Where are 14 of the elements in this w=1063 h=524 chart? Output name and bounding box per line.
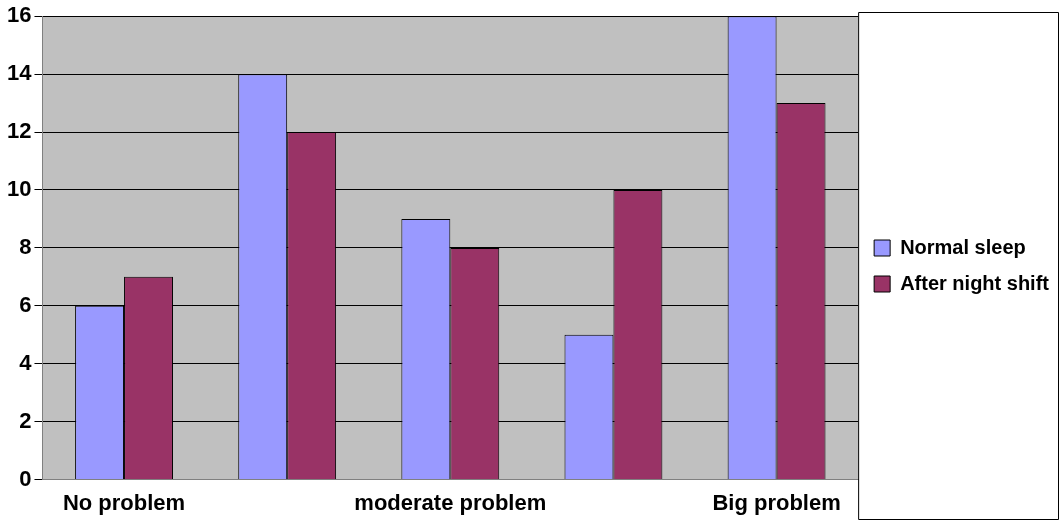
y-tick-label: 0: [19, 465, 32, 491]
y-tick-label: 4: [19, 349, 33, 375]
x-tick-label: Big problem: [712, 489, 841, 515]
y-tick-label: 14: [6, 60, 33, 86]
y-tick-label: 8: [19, 233, 32, 259]
y-tick-label: 16: [6, 2, 32, 28]
y-tick-label: 2: [19, 407, 32, 433]
y-tick-label: 12: [6, 118, 32, 144]
legend-label: Normal sleep: [900, 235, 1026, 258]
x-tick-label: moderate problem: [354, 489, 547, 515]
y-tick-label: 6: [19, 291, 32, 317]
y-tick-label: 10: [6, 176, 32, 202]
x-tick-label: No problem: [62, 489, 186, 515]
legend-label: After night shift: [900, 271, 1050, 294]
